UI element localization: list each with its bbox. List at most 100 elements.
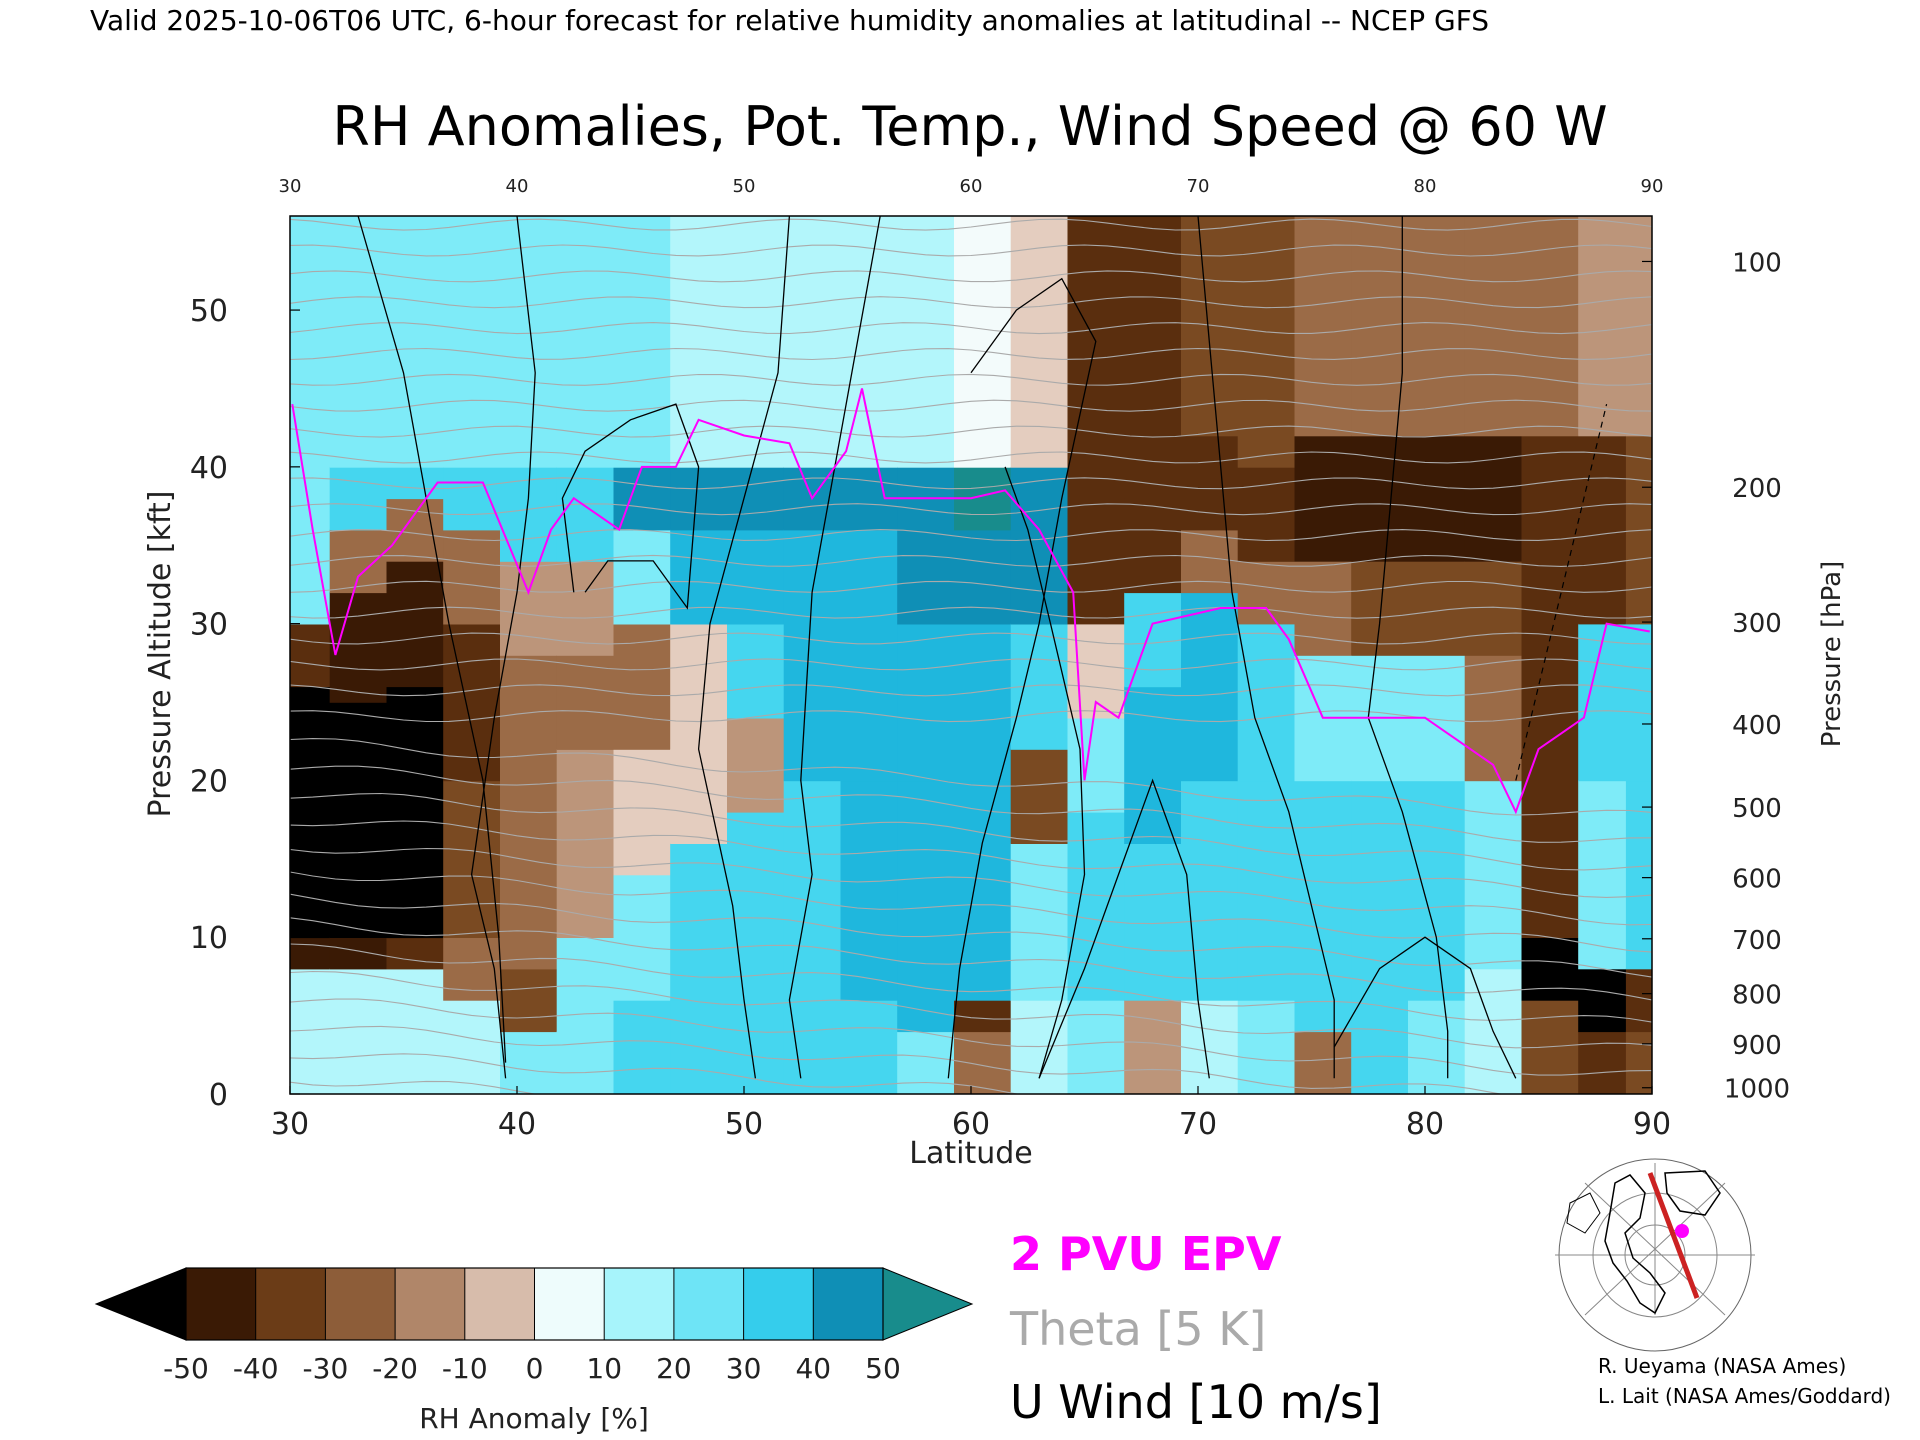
heatmap-cell [329, 216, 388, 468]
heatmap-cell [1351, 560, 1409, 656]
theta-contour [290, 632, 1652, 645]
colorbar-tick-label: -10 [442, 1352, 488, 1385]
legend-theta: Theta [5 K] [1009, 1302, 1266, 1356]
theta-contour [290, 658, 1652, 671]
colorbar-segment [186, 1268, 257, 1340]
heatmap-cell [1067, 498, 1125, 625]
x-tick-label: 30 [271, 1107, 309, 1142]
heatmap-cell [1521, 623, 1579, 782]
epv-2pvu-line [291, 388, 1650, 815]
heatmap-cell [443, 529, 501, 625]
theta-contour [290, 477, 1652, 490]
heatmap-cell [1237, 999, 1296, 1094]
x-tick-label: 50 [725, 1107, 763, 1142]
colorbar-low-arrow [94, 1267, 187, 1341]
u-wind-contour [697, 216, 791, 1079]
colorbar-tick-label: -30 [303, 1352, 349, 1385]
colorbar-tick-label: 20 [656, 1352, 692, 1385]
colorbar-tick-label: -20 [372, 1352, 418, 1385]
heatmap-cell [290, 686, 331, 939]
heatmap-cell [897, 1031, 955, 1094]
theta-contour [290, 943, 1652, 1023]
x-axis-ticks: 30 30 40 40 50 50 60 60 70 70 80 80 90 90 [271, 176, 1671, 1142]
heatmap-cell [1294, 560, 1352, 656]
colorbar-tick-label: 30 [726, 1352, 762, 1385]
chart-title: RH Anomalies, Pot. Temp., Wind Speed @ 6… [332, 95, 1607, 158]
colorbar-segment [395, 1268, 466, 1340]
heatmap-cell [1578, 968, 1627, 1033]
heatmap-cell [727, 999, 785, 1094]
heatmap-cell [386, 686, 444, 939]
colorbar-tick-label: -50 [163, 1352, 209, 1385]
pressure-tick-label: 500 [1732, 794, 1782, 824]
heatmap-cell [840, 529, 898, 625]
heatmap-cell [329, 529, 388, 594]
u-wind-contour [357, 216, 507, 1063]
heatmap-cell [1124, 216, 1182, 499]
u-wind-contour [947, 277, 1097, 1079]
u-wind-contour [470, 216, 536, 1079]
legend-epv: 2 PVU EPV [1010, 1227, 1282, 1281]
colorbar-segment [325, 1268, 396, 1340]
u-wind-contour [788, 216, 881, 1079]
heatmap-cell [556, 937, 615, 1033]
credit-line-2: L. Lait (NASA Ames/Goddard) [1598, 1384, 1891, 1408]
heatmap-cell [1124, 592, 1182, 688]
theta-contour [290, 847, 1652, 926]
heatmap-cell [290, 623, 331, 688]
colorbar-segment [743, 1268, 814, 1340]
heatmap-cell [840, 216, 898, 468]
theta-contour [290, 1025, 1504, 1094]
heatmap-cell [727, 466, 785, 531]
y-axis-ticks: 0 10 20 30 40 50 [190, 294, 300, 1113]
theta-contour [290, 738, 1652, 816]
colorbar-tick-label: 40 [795, 1352, 831, 1385]
y-axis-label: Pressure Altitude [kft] [143, 491, 178, 818]
heatmap-cell [670, 999, 728, 1094]
heatmap-cell [727, 216, 785, 468]
pressure-tick-label: 400 [1732, 711, 1782, 741]
heatmap-cell [443, 623, 501, 782]
heatmap-cell [840, 999, 898, 1094]
heatmap-cell [1124, 686, 1182, 844]
pressure-axis-ticks: 100 200 300 400 500 600 700 800 900 1000 [1642, 248, 1790, 1105]
u-wind-contour [1038, 778, 1210, 1079]
pressure-tick-label: 800 [1732, 981, 1782, 1011]
x-tick-label-top: 60 [960, 176, 983, 197]
heatmap-cell [386, 937, 444, 970]
heatmap-cell [1408, 216, 1466, 437]
theta-contour [290, 792, 1652, 871]
x-tick-label-top: 80 [1414, 176, 1437, 197]
heatmap-cell [1578, 216, 1627, 437]
colorbar-tick-label: -40 [233, 1352, 279, 1385]
theta-contour [290, 322, 1652, 335]
theta-contour [290, 893, 1652, 978]
x-axis-label: Latitude [909, 1136, 1032, 1171]
heatmap-cell [443, 216, 501, 468]
location-map-inset [1555, 1158, 1755, 1352]
heatmap-cell [1067, 811, 1125, 1001]
heatmap-cell [1351, 435, 1409, 562]
x-tick-label-top: 50 [733, 176, 756, 197]
heatmap-cell [556, 1031, 615, 1094]
heatmap-cell [556, 466, 615, 562]
heatmap-cell [783, 999, 842, 1094]
theta-contour [290, 606, 1652, 619]
heatmap-cell [1294, 1031, 1352, 1094]
pressure-tick-label: 600 [1732, 865, 1782, 895]
x-tick-label: 90 [1633, 1107, 1671, 1142]
y2-axis-label: Pressure [hPa] [1817, 561, 1847, 748]
heatmap-cell [783, 216, 842, 468]
colorbar-tick-label: 10 [586, 1352, 622, 1385]
theta-contour [290, 998, 1652, 1076]
u-wind-contour [561, 403, 700, 610]
heatmap-cell [443, 999, 501, 1094]
heatmap-cell [556, 749, 615, 938]
heatmap-cell [443, 466, 501, 531]
heatmap-cell [1464, 655, 1523, 782]
heatmap-cell [1010, 843, 1069, 1001]
pressure-tick-label: 1000 [1724, 1075, 1790, 1105]
heatmap-cell [500, 216, 558, 468]
pressure-tick-label: 200 [1732, 474, 1782, 504]
heatmap-cell [670, 529, 728, 625]
